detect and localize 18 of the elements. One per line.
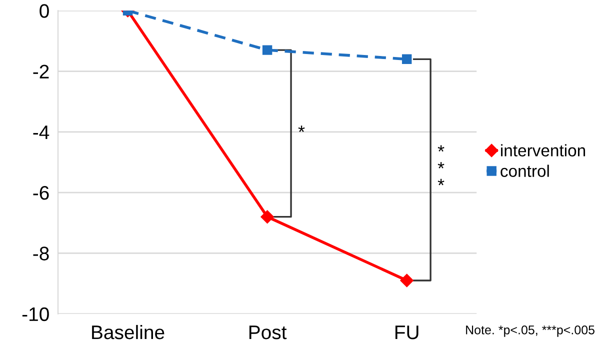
- x-tick-label: FU: [395, 326, 418, 340]
- point: [402, 54, 412, 64]
- x-tick-label: Post: [249, 326, 287, 340]
- annotation: ***: [438, 145, 444, 186]
- y-tick-label: 0: [40, 4, 49, 18]
- y-tick-label: -8: [33, 246, 49, 260]
- y-tick-label: -4: [33, 126, 50, 139]
- point: [262, 45, 272, 55]
- annotation: *: [298, 126, 305, 132]
- legend-label: control: [500, 164, 549, 177]
- text: Note. *p<.05, ***p<.005: [466, 326, 594, 337]
- point: [400, 274, 414, 288]
- y-tick-label: -6: [33, 186, 49, 200]
- point: [260, 210, 274, 224]
- y-tick-label: -10: [22, 307, 49, 322]
- legend-label: intervention: [501, 144, 586, 156]
- x-tick-label: Baseline: [92, 324, 164, 340]
- y-tick-label: -2: [33, 64, 49, 78]
